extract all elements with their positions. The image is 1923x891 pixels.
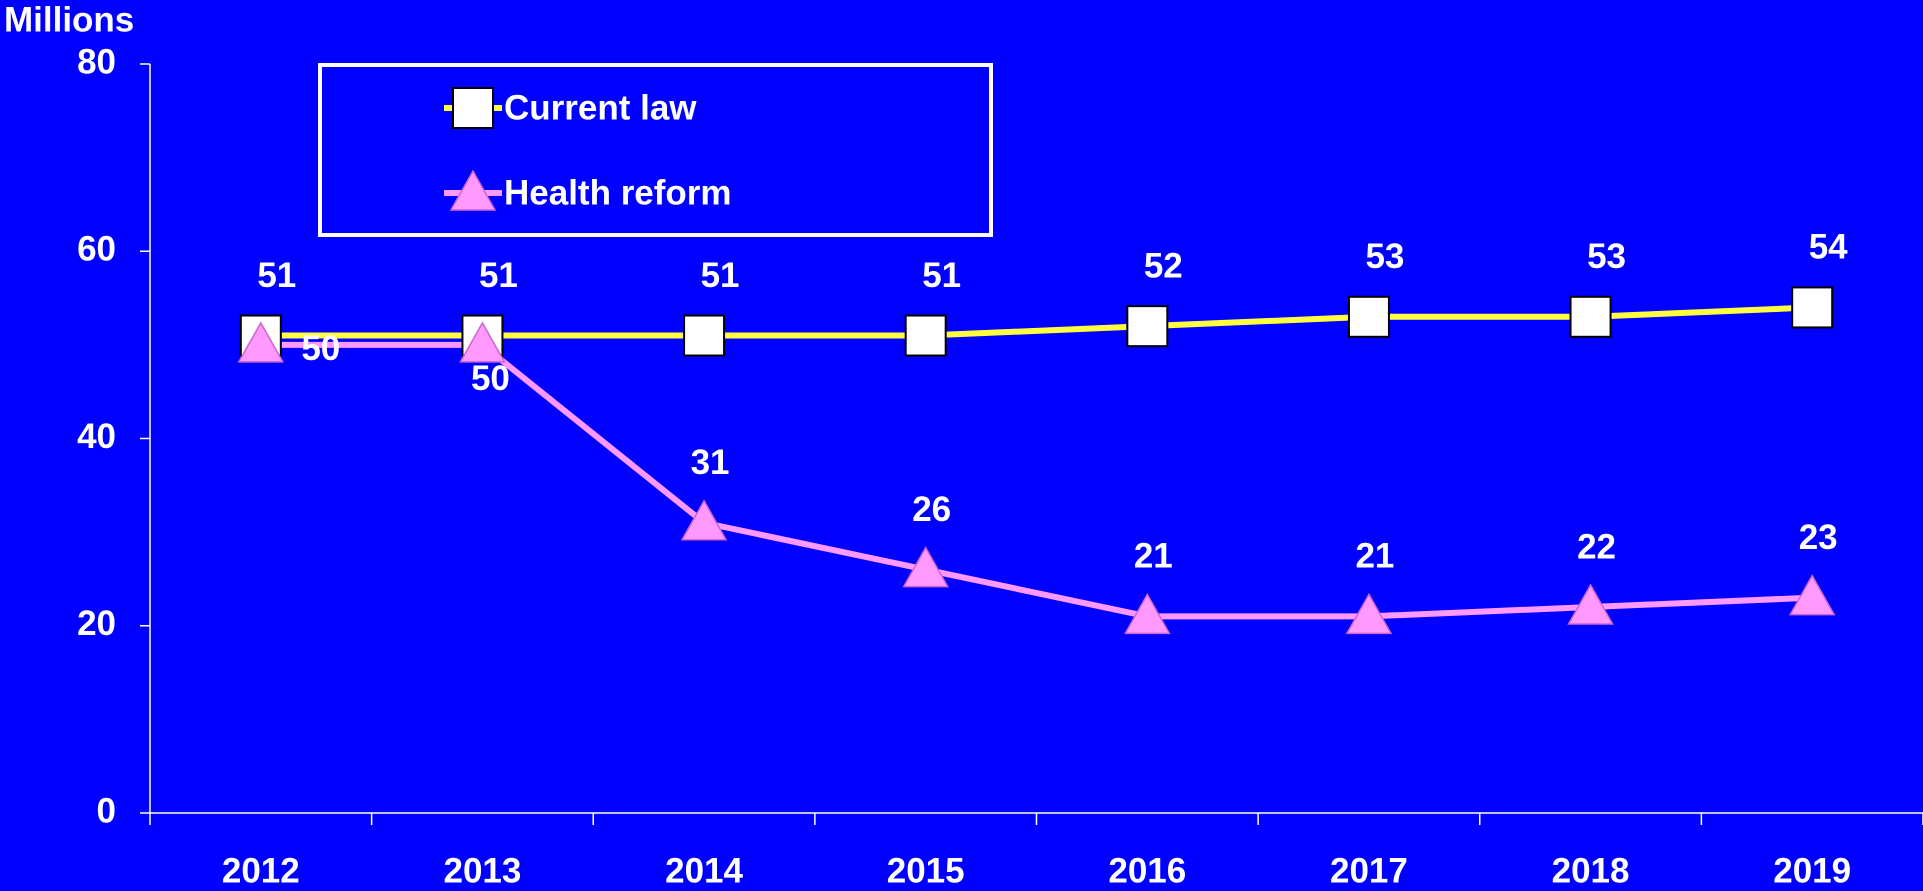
data-label: 52 bbox=[1144, 246, 1183, 285]
y-axis-label: Millions bbox=[4, 0, 134, 39]
data-label: 26 bbox=[912, 490, 951, 529]
x-tick-label: 2014 bbox=[665, 851, 743, 890]
data-label: 21 bbox=[1134, 537, 1173, 576]
data-label: 53 bbox=[1365, 237, 1404, 276]
x-tick-label: 2017 bbox=[1330, 851, 1408, 890]
data-label: 50 bbox=[471, 359, 510, 398]
data-label: 54 bbox=[1809, 228, 1848, 267]
legend-label: Current law bbox=[504, 88, 697, 127]
x-tick-label: 2019 bbox=[1773, 851, 1851, 890]
x-tick-label: 2015 bbox=[887, 851, 965, 890]
data-label: 51 bbox=[479, 256, 518, 295]
legend-label: Health reform bbox=[504, 173, 732, 212]
data-label: 53 bbox=[1587, 237, 1626, 276]
data-label: 21 bbox=[1355, 537, 1394, 576]
y-tick-label: 40 bbox=[77, 417, 116, 456]
data-point bbox=[1569, 295, 1612, 338]
data-point bbox=[1788, 574, 1836, 616]
data-point bbox=[1567, 583, 1614, 625]
legend-marker bbox=[449, 169, 497, 211]
data-label: 22 bbox=[1577, 527, 1616, 566]
data-point bbox=[1126, 305, 1169, 348]
data-point bbox=[1124, 592, 1171, 635]
data-point bbox=[1791, 286, 1834, 329]
data-label: 31 bbox=[691, 443, 730, 482]
x-tick-label: 2013 bbox=[444, 851, 522, 890]
data-label: 51 bbox=[701, 256, 740, 295]
x-tick-label: 2016 bbox=[1108, 851, 1186, 890]
data-point bbox=[459, 321, 506, 363]
series-line bbox=[260, 341, 1813, 620]
series-line bbox=[260, 304, 1813, 339]
y-tick-label: 20 bbox=[77, 604, 116, 643]
data-point bbox=[680, 499, 728, 541]
data-point bbox=[902, 546, 949, 588]
data-point bbox=[1347, 295, 1390, 338]
data-point bbox=[1345, 592, 1393, 635]
y-tick-label: 60 bbox=[77, 230, 116, 269]
y-tick-label: 0 bbox=[97, 791, 116, 830]
legend: Current law Health reform bbox=[318, 63, 993, 237]
y-tick-label: 80 bbox=[77, 42, 116, 81]
data-label: 23 bbox=[1799, 518, 1838, 557]
x-tick-label: 2012 bbox=[222, 851, 300, 890]
data-point bbox=[904, 314, 947, 357]
data-label: 50 bbox=[301, 329, 340, 368]
legend-marker bbox=[452, 87, 494, 129]
data-point bbox=[683, 314, 726, 357]
x-tick-label: 2018 bbox=[1552, 851, 1630, 890]
data-label: 51 bbox=[922, 256, 961, 295]
data-label: 51 bbox=[257, 256, 296, 295]
data-point bbox=[237, 321, 285, 363]
legend-box bbox=[318, 63, 993, 237]
